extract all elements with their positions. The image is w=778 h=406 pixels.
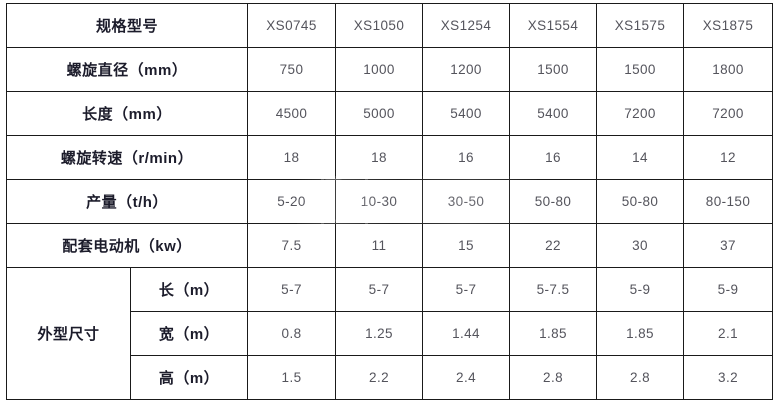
cell-capacity-5: 50-80: [596, 179, 685, 224]
cell-dimension-height-2: 2.2: [335, 355, 424, 400]
cell-dimension-length-6: 5-9: [683, 267, 774, 312]
table-row-capacity: 产量（t/h） 5-20 10-30 30-50 50-80 50-80 80-…: [5, 179, 774, 224]
cell-dimension-width-5: 1.85: [596, 311, 685, 356]
table-row-dimension-length: 外型尺寸 长（m） 5-7 5-7 5-7 5-7.5 5-9 5-9: [6, 267, 774, 400]
cell-dimension-height-5: 2.8: [596, 355, 685, 400]
cell-motor-power-1: 7.5: [247, 223, 337, 268]
row-label-capacity: 产量（t/h）: [5, 179, 249, 224]
cell-dimension-width-2: 1.25: [335, 311, 424, 356]
cell-capacity-6: 80-150: [683, 179, 774, 224]
cell-dimension-length-5: 5-9: [596, 267, 685, 312]
row-label-dimension-length: 长（m）: [129, 267, 249, 312]
cell-dimension-length-2: 5-7: [335, 267, 424, 312]
cell-motor-power-6: 37: [683, 223, 774, 268]
header-model-2: XS1050: [335, 3, 424, 48]
header-model-1: XS0745: [247, 3, 337, 48]
table-row-length: 长度（mm） 4500 5000 5400 5400 7200 7200: [5, 91, 774, 136]
cell-screw-speed-3: 16: [422, 135, 511, 180]
cell-dimension-length-3: 5-7: [422, 267, 511, 312]
cell-dimension-width-1: 0.8: [247, 311, 337, 356]
cell-screw-diameter-1: 750: [247, 47, 337, 92]
cell-length-2: 5000: [335, 91, 424, 136]
table-row-dimension-width: 宽（m） 0.8 1.25 1.44 1.85 1.85 2.1: [7, 311, 774, 356]
cell-motor-power-5: 30: [596, 223, 685, 268]
cell-screw-diameter-2: 1000: [335, 47, 424, 92]
row-label-dimension-height: 高（m）: [129, 355, 249, 400]
cell-dimension-height-1: 1.5: [247, 355, 337, 400]
cell-capacity-2: 10-30: [335, 179, 424, 224]
cell-dimension-length-1: 5-7: [247, 267, 337, 312]
header-model-3: XS1254: [422, 3, 511, 48]
cell-dimension-length-4: 5-7.5: [509, 267, 598, 312]
header-model-6: XS1875: [683, 3, 774, 48]
cell-motor-power-4: 22: [509, 223, 598, 268]
table-row-header: 规格型号 XS0745 XS1050 XS1254 XS1554 XS1575 …: [5, 3, 774, 48]
cell-length-3: 5400: [422, 91, 511, 136]
cell-motor-power-2: 11: [335, 223, 424, 268]
cell-screw-speed-6: 12: [683, 135, 774, 180]
cell-length-5: 7200: [596, 91, 685, 136]
cell-dimension-height-3: 2.4: [422, 355, 511, 400]
cell-screw-speed-1: 18: [247, 135, 337, 180]
row-label-motor-power: 配套电动机（kw）: [5, 223, 249, 268]
cell-capacity-4: 50-80: [509, 179, 598, 224]
cell-length-1: 4500: [247, 91, 337, 136]
cell-screw-diameter-6: 1800: [683, 47, 774, 92]
cell-screw-diameter-3: 1200: [422, 47, 511, 92]
row-label-screw-speed: 螺旋转速（r/min）: [5, 135, 249, 180]
table-row-screw-diameter: 螺旋直径（mm） 750 1000 1200 1500 1500 1800: [5, 47, 774, 92]
cell-length-4: 5400: [509, 91, 598, 136]
row-label-length: 长度（mm）: [5, 91, 249, 136]
row-label-dimension-width: 宽（m）: [129, 311, 249, 356]
cell-capacity-1: 5-20: [247, 179, 337, 224]
cell-length-6: 7200: [683, 91, 774, 136]
cell-dimension-width-4: 1.85: [509, 311, 598, 356]
table-row-screw-speed: 螺旋转速（r/min） 18 18 16 16 14 12: [5, 135, 774, 180]
header-spec-label: 规格型号: [5, 3, 249, 48]
cell-screw-speed-4: 16: [509, 135, 598, 180]
table-row-motor-power: 配套电动机（kw） 7.5 11 15 22 30 37: [5, 223, 774, 268]
table-row-dimension-height: 高（m） 1.5 2.2 2.4 2.8 2.8 3.2: [7, 355, 774, 400]
row-label-screw-diameter: 螺旋直径（mm）: [5, 47, 249, 92]
cell-dimension-width-3: 1.44: [422, 311, 511, 356]
specification-table: 规格型号 XS0745 XS1050 XS1254 XS1554 XS1575 …: [5, 3, 774, 400]
header-model-4: XS1554: [509, 3, 598, 48]
cell-capacity-3: 30-50: [422, 179, 511, 224]
cell-screw-diameter-4: 1500: [509, 47, 598, 92]
header-model-5: XS1575: [596, 3, 685, 48]
cell-screw-speed-2: 18: [335, 135, 424, 180]
cell-screw-speed-5: 14: [596, 135, 685, 180]
cell-screw-diameter-5: 1500: [596, 47, 685, 92]
cell-dimension-height-6: 3.2: [683, 355, 774, 400]
table-body: 规格型号 XS0745 XS1050 XS1254 XS1554 XS1575 …: [5, 3, 774, 400]
cell-dimension-height-4: 2.8: [509, 355, 598, 400]
cell-dimension-width-6: 2.1: [683, 311, 774, 356]
cell-motor-power-3: 15: [422, 223, 511, 268]
row-label-overall-dimensions: 外型尺寸: [6, 267, 131, 400]
